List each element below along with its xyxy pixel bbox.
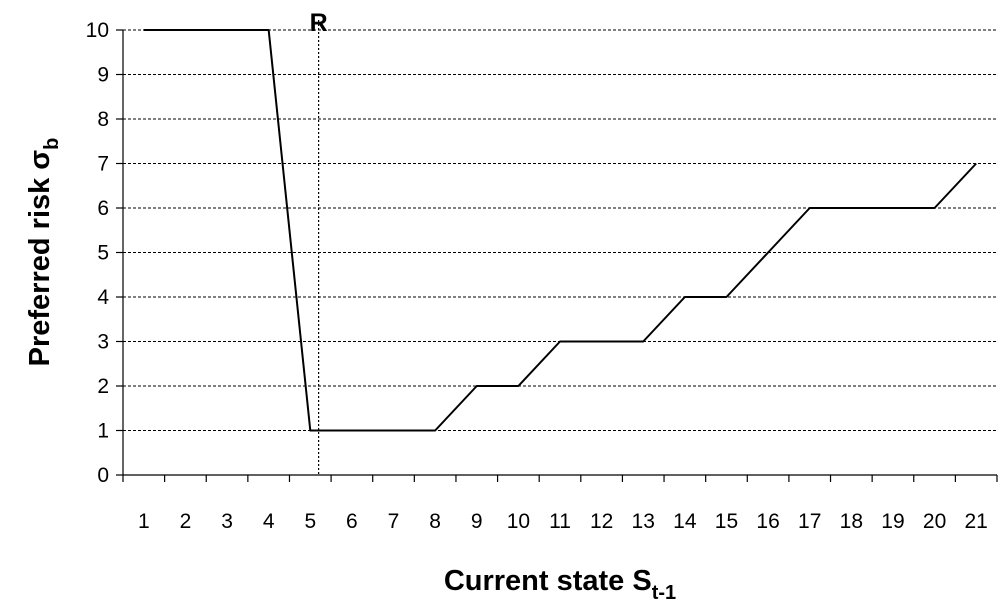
x-tick-label: 3 <box>221 510 233 533</box>
series-line-0 <box>143 29 977 432</box>
x-tick-label: 5 <box>304 510 316 533</box>
annotations: R <box>310 9 328 475</box>
annotation-label-R: R <box>310 9 328 37</box>
y-tick-label: 2 <box>97 375 109 398</box>
y-axis-title: Preferred risk σb <box>24 138 63 367</box>
x-tick-label: 20 <box>923 510 946 533</box>
x-tick-label: 13 <box>632 510 655 533</box>
grid-lines <box>123 29 997 431</box>
x-tick-label: 21 <box>965 510 988 533</box>
y-tick-label: 5 <box>97 242 109 265</box>
x-tick-label: 18 <box>840 510 863 533</box>
x-tick-label: 15 <box>715 510 738 533</box>
y-tick-label: 3 <box>97 331 109 354</box>
y-tick-label: 9 <box>97 64 109 87</box>
series <box>143 29 977 432</box>
x-tick-label: 10 <box>507 510 530 533</box>
x-tick-label: 14 <box>673 510 697 533</box>
y-tick-label: 7 <box>97 153 109 176</box>
x-tick-label: 4 <box>263 510 275 533</box>
x-tick-label: 8 <box>429 510 441 533</box>
y-tick-label: 0 <box>97 464 109 487</box>
x-tick-label: 12 <box>590 510 613 533</box>
x-tick-label: 16 <box>756 510 779 533</box>
x-axis-title: Current state St-1 <box>444 565 676 602</box>
y-tick-label: 6 <box>97 197 109 220</box>
y-tick-label: 1 <box>97 420 109 443</box>
x-tick-label: 19 <box>881 510 904 533</box>
x-tick-label: 11 <box>549 510 571 533</box>
x-tick-label: 1 <box>138 510 150 533</box>
x-tick-label: 2 <box>180 510 192 533</box>
y-tick-label: 4 <box>97 286 109 309</box>
x-tick-label: 7 <box>388 510 400 533</box>
x-tick-label: 17 <box>798 510 821 533</box>
y-tick-label: 8 <box>97 108 109 131</box>
x-tick-label: 6 <box>346 510 358 533</box>
axes <box>116 29 998 482</box>
y-tick-label: 10 <box>86 19 109 42</box>
x-tick-label: 9 <box>471 510 483 533</box>
